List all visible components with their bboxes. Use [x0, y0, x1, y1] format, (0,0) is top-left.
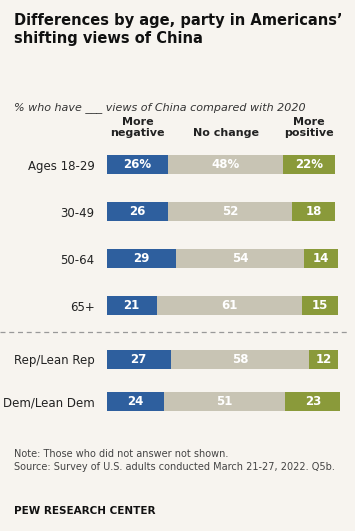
Bar [169, 155, 283, 174]
Bar [106, 349, 171, 369]
Bar [176, 249, 305, 268]
Text: 14: 14 [313, 252, 329, 266]
Bar [305, 249, 338, 268]
Text: 58: 58 [232, 353, 248, 366]
Bar [164, 392, 285, 412]
Bar [106, 296, 157, 315]
Text: 15: 15 [312, 299, 328, 312]
Bar [283, 155, 335, 174]
Bar [106, 392, 164, 412]
Text: 26: 26 [129, 205, 146, 218]
Text: 29: 29 [133, 252, 149, 266]
Bar [171, 349, 309, 369]
Text: % who have ___ views of China compared with 2020: % who have ___ views of China compared w… [14, 102, 306, 113]
Text: 22%: 22% [295, 158, 323, 172]
Text: 27: 27 [131, 353, 147, 366]
Bar [309, 349, 338, 369]
Bar [106, 249, 176, 268]
Text: 21: 21 [124, 299, 140, 312]
Bar [285, 392, 340, 412]
Text: 52: 52 [222, 205, 239, 218]
Bar [157, 296, 302, 315]
Text: 48%: 48% [212, 158, 240, 172]
Text: 26%: 26% [124, 158, 152, 172]
Text: 61: 61 [221, 299, 237, 312]
Bar [293, 202, 335, 221]
Text: 51: 51 [216, 395, 233, 408]
Text: 24: 24 [127, 395, 143, 408]
Text: More
negative: More negative [110, 117, 165, 138]
Text: Differences by age, party in Americans’
shifting views of China: Differences by age, party in Americans’ … [14, 13, 343, 46]
Bar [169, 202, 293, 221]
Bar [106, 155, 169, 174]
Text: No change: No change [193, 129, 259, 138]
Text: 18: 18 [306, 205, 322, 218]
Text: 54: 54 [232, 252, 248, 266]
Bar [302, 296, 338, 315]
Text: 23: 23 [305, 395, 321, 408]
Bar [106, 202, 169, 221]
Text: 12: 12 [315, 353, 332, 366]
Text: Note: Those who did not answer not shown.
Source: Survey of U.S. adults conducte: Note: Those who did not answer not shown… [14, 449, 335, 472]
Text: PEW RESEARCH CENTER: PEW RESEARCH CENTER [14, 506, 156, 516]
Text: More
positive: More positive [284, 117, 334, 138]
